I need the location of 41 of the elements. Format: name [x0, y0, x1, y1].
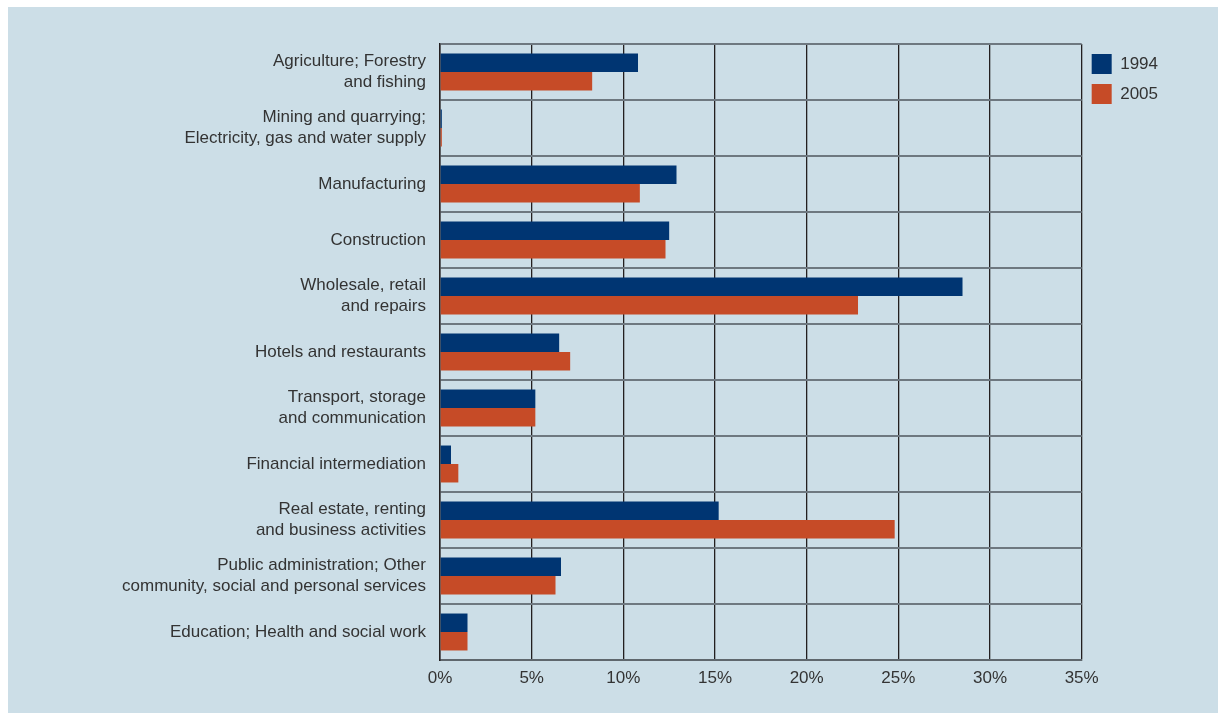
bar — [440, 240, 666, 259]
bar — [440, 445, 451, 464]
bar — [440, 408, 536, 427]
y-tick-label: Manufacturing — [318, 173, 426, 193]
bar — [440, 165, 677, 184]
bar — [440, 501, 719, 520]
y-tick-label: Public administration; Other community, social and personal services — [122, 555, 427, 595]
legend-label: 2005 — [1120, 83, 1159, 103]
bar — [440, 296, 859, 315]
x-tick-label: 35% — [1064, 667, 1099, 687]
x-tick-label: 20% — [789, 667, 824, 687]
y-tick-label: Hotels and restaurants — [254, 341, 426, 361]
y-tick-label: Mining and quarrying; Electricity, gas and water supply — [184, 107, 427, 147]
legend-label: 1994 — [1120, 53, 1159, 73]
y-tick-label: Education; Health and social work — [169, 621, 427, 641]
bar — [440, 221, 670, 240]
y-tick-label: Financial intermediation — [246, 453, 426, 473]
bar — [440, 333, 560, 352]
x-tick-label: 5% — [519, 667, 544, 687]
y-tick-label: Construction — [330, 229, 426, 249]
x-tick-label: 25% — [881, 667, 916, 687]
bar — [440, 352, 571, 371]
x-tick-label: 10% — [606, 667, 641, 687]
bar — [440, 557, 561, 576]
bar — [440, 520, 895, 539]
bar — [440, 53, 639, 72]
x-tick-label: 0% — [427, 667, 453, 687]
bar — [440, 464, 459, 483]
x-tick-label: 15% — [697, 667, 733, 687]
y-tick-label: Wholesale, retail and repairs — [300, 275, 426, 315]
bar — [440, 632, 468, 651]
y-tick-label: Agriculture; Forestry and fishing — [272, 51, 427, 91]
bar — [440, 613, 468, 632]
bar — [440, 576, 556, 595]
x-tick-label: 30% — [973, 667, 1008, 687]
y-tick-label: Real estate, renting and business activities — [255, 499, 426, 539]
y-tick-label: Transport, storage and communication — [278, 387, 426, 427]
bar — [440, 277, 963, 296]
bar — [440, 184, 640, 203]
bar — [440, 389, 536, 408]
bar — [440, 72, 593, 91]
